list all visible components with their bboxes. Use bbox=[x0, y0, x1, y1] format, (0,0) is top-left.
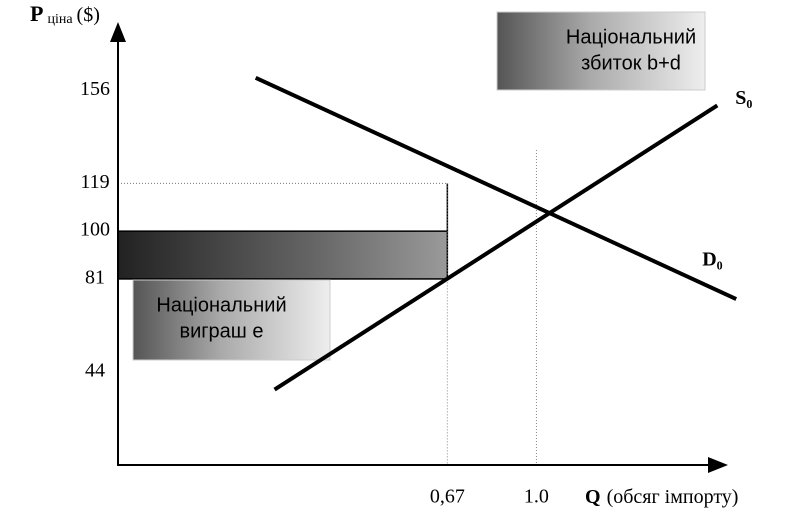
annotation-box bbox=[496, 11, 706, 91]
x-label-symbol: Q bbox=[585, 486, 601, 508]
x-arrow bbox=[708, 457, 728, 473]
x-tick-label: 0,67 bbox=[430, 486, 465, 508]
y-tick-label: 44 bbox=[85, 360, 105, 382]
y-arrow bbox=[110, 22, 126, 42]
annotation-text: виграш e bbox=[179, 320, 263, 342]
y-tick-label: 100 bbox=[80, 219, 110, 241]
series-line bbox=[273, 103, 719, 392]
annotation-text: збиток b+d bbox=[581, 52, 681, 74]
annotation-box bbox=[132, 279, 331, 361]
y-tick-label: 81 bbox=[85, 267, 105, 289]
annotation-text: Національний bbox=[566, 26, 696, 48]
shaded-area bbox=[117, 230, 449, 280]
y-tick-label: 156 bbox=[80, 78, 110, 100]
y-label-text: ціна bbox=[47, 12, 73, 27]
series-label: S₀ bbox=[735, 87, 752, 109]
x-axis-label: Q (обсяг імпорту) bbox=[585, 486, 738, 508]
x-tick-label: 1.0 bbox=[524, 486, 549, 508]
y-label-symbol: P bbox=[30, 1, 43, 26]
series-label: D₀ bbox=[702, 249, 722, 271]
annotation-text: Національний bbox=[156, 294, 286, 316]
y-label-unit: ($) bbox=[77, 4, 100, 26]
y-tick-label: 119 bbox=[80, 171, 109, 193]
series-line bbox=[254, 75, 738, 301]
x-label-text: (обсяг імпорту) bbox=[607, 486, 739, 508]
